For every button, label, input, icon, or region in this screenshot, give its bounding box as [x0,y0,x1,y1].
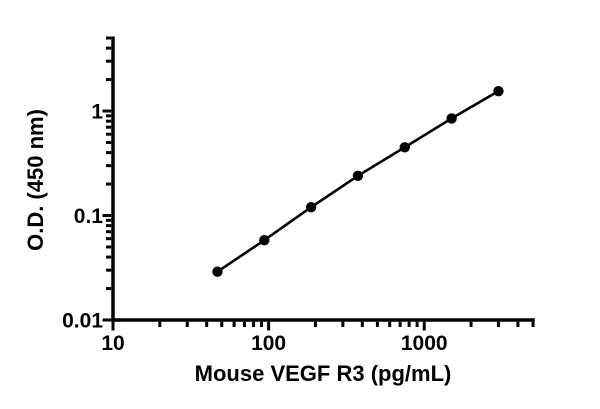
x-axis-title: Mouse VEGF R3 (pg/mL) [194,361,452,386]
data-point-marker [399,142,410,153]
y-axis-title: O.D. (450 nm) [23,109,48,251]
x-tick-label: 100 [251,332,286,355]
data-point-marker [446,113,457,124]
y-tick-label: 0.1 [74,205,104,228]
data-point-marker [259,235,270,246]
x-tick-label: 1000 [401,332,448,355]
data-point-marker [493,85,504,97]
data-point-marker [305,202,317,213]
data-point-marker [212,266,223,277]
y-tick-label: 0.01 [62,310,103,333]
data-point-marker [352,170,364,181]
x-tick-label: 10 [101,332,124,355]
y-tick-label: 1 [91,101,103,124]
